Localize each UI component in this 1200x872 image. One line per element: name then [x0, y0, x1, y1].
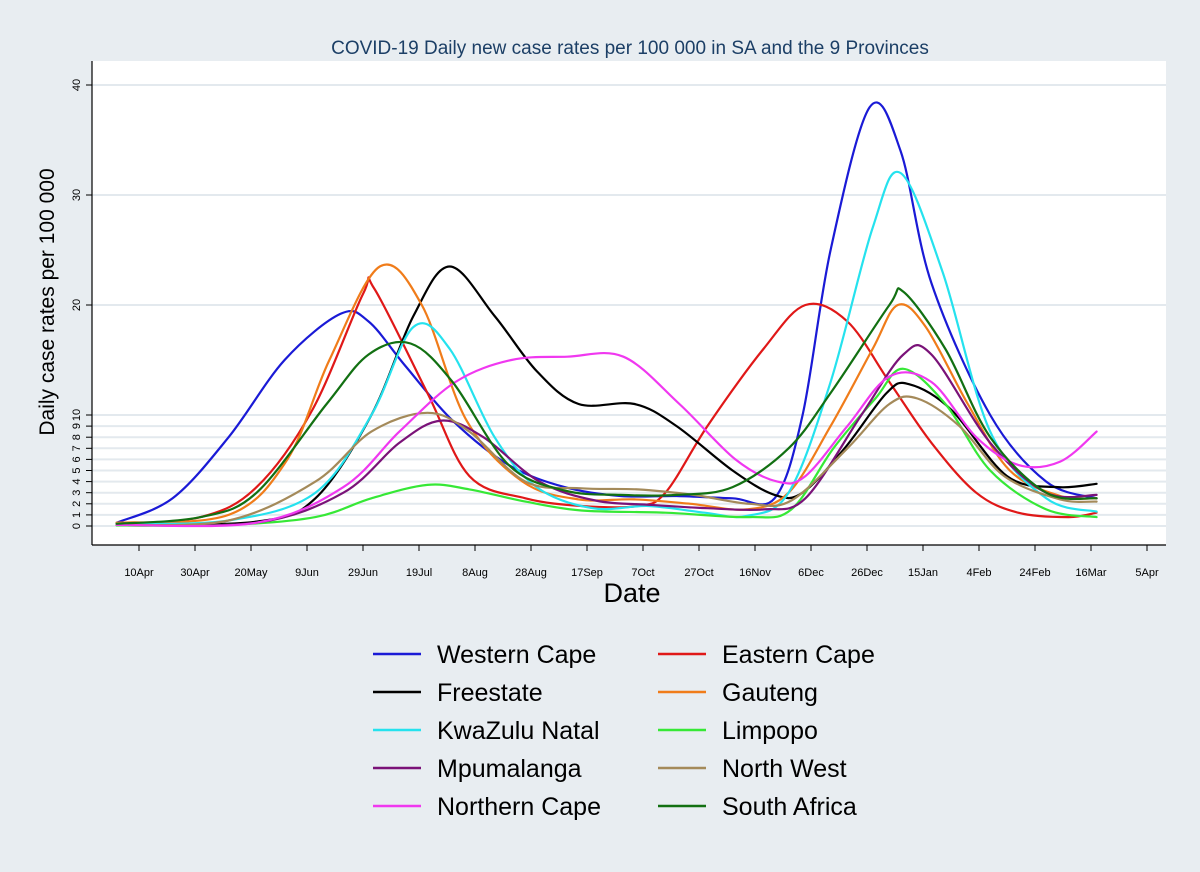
x-tick-label: 8Aug	[462, 567, 488, 579]
series-line-south-africa	[115, 287, 1098, 525]
y-tick-label: 0	[71, 523, 83, 529]
x-tick-label: 16Mar	[1075, 567, 1107, 579]
legend-label: North West	[722, 755, 847, 783]
x-tick-label: 26Dec	[851, 567, 883, 579]
y-tick-label: 20	[71, 299, 83, 311]
x-tick-label: 30Apr	[180, 567, 210, 579]
legend-label: Eastern Cape	[722, 641, 875, 669]
legend-item-kwazulu-natal: KwaZulu Natal	[373, 717, 600, 745]
series-line-gauteng	[115, 263, 1098, 524]
y-tick-label: 9	[71, 423, 83, 429]
y-tick-label: 30	[71, 189, 83, 201]
x-axis-ticks: 10Apr 30Apr 20May 9Jun 29Jun 19Jul 8Aug 28Aug 17…	[124, 545, 1159, 579]
x-tick-label: 4Feb	[966, 567, 991, 579]
x-tick-label: 19Jul	[406, 567, 432, 579]
series-layer	[115, 101, 1098, 528]
x-tick-label: 5Apr	[1135, 567, 1159, 579]
legend-item-gauteng: Gauteng	[658, 679, 818, 707]
y-tick-label: 1	[71, 512, 83, 518]
y-tick-label: 2	[71, 501, 83, 507]
legend: Western Cape Eastern Cape Freestate Gauteng…	[373, 641, 875, 821]
legend-item-south-africa: South Africa	[658, 793, 857, 821]
y-tick-label: 4	[71, 479, 83, 485]
legend-item-eastern-cape: Eastern Cape	[658, 641, 875, 669]
plot-area	[92, 61, 1166, 545]
legend-item-mpumalanga: Mpumalanga	[373, 755, 582, 783]
legend-item-north-west: North West	[658, 755, 847, 783]
legend-label: Western Cape	[437, 641, 596, 669]
legend-label: Freestate	[437, 679, 543, 707]
legend-item-freestate: Freestate	[373, 679, 543, 707]
y-tick-label: 8	[71, 434, 83, 440]
series-line-kwazulu-natal	[115, 170, 1098, 525]
y-tick-label: 3	[71, 490, 83, 496]
series-line-limpopo	[115, 367, 1098, 527]
x-tick-label: 17Sep	[571, 567, 603, 579]
legend-label: Gauteng	[722, 679, 818, 707]
x-tick-label: 10Apr	[124, 567, 154, 579]
chart-title: COVID-19 Daily new case rates per 100 00…	[331, 38, 929, 59]
x-tick-label: 27Oct	[684, 567, 713, 579]
legend-item-limpopo: Limpopo	[658, 717, 818, 745]
y-tick-label: 10	[71, 409, 83, 421]
legend-item-western-cape: Western Cape	[373, 641, 596, 669]
x-tick-label: 9Jun	[295, 567, 319, 579]
legend-item-northern-cape: Northern Cape	[373, 793, 601, 821]
x-tick-label: 15Jan	[908, 567, 938, 579]
legend-label: KwaZulu Natal	[437, 717, 600, 745]
series-line-mpumalanga	[115, 344, 1098, 527]
x-tick-label: 29Jun	[348, 567, 378, 579]
x-tick-label: 20May	[234, 567, 268, 579]
legend-label: Limpopo	[722, 717, 818, 745]
legend-label: Northern Cape	[437, 793, 601, 821]
legend-label: South Africa	[722, 793, 857, 821]
x-tick-label: 6Dec	[798, 567, 824, 579]
y-tick-label: 5	[71, 467, 83, 473]
series-line-western-cape	[115, 101, 1098, 524]
x-axis-label: Date	[603, 578, 660, 608]
y-axis-ticks: 0 1 2 3 4 5 6 7 8 9 10 20 30 40	[71, 79, 92, 529]
y-axis-label: Daily case rates per 100 000	[36, 168, 59, 435]
x-tick-label: 28Aug	[515, 567, 547, 579]
y-tick-label: 40	[71, 79, 83, 91]
x-tick-label: 16Nov	[739, 567, 771, 579]
x-tick-label: 24Feb	[1019, 567, 1050, 579]
y-tick-label: 7	[71, 445, 83, 451]
legend-label: Mpumalanga	[437, 755, 582, 783]
x-tick-label: 7Oct	[631, 567, 654, 579]
series-line-northern-cape	[115, 351, 1098, 528]
y-tick-label: 6	[71, 456, 83, 462]
